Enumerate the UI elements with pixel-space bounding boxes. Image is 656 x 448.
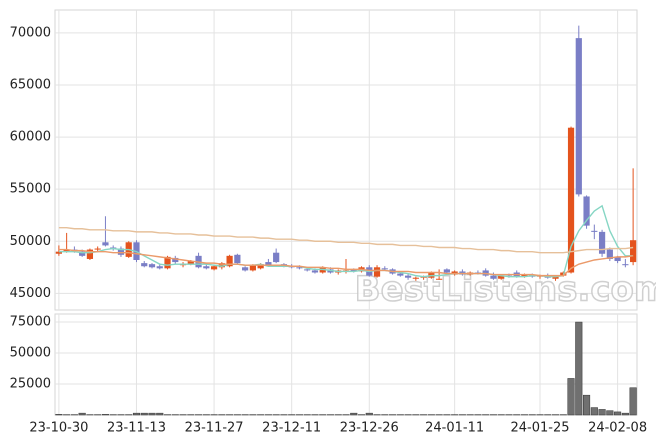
candle-body [304, 269, 310, 270]
y-tick-label: 45000 [10, 286, 51, 301]
candle-body [436, 279, 442, 280]
volume-bar [149, 413, 156, 415]
y-tick-label: 65000 [10, 78, 51, 93]
candle-body [576, 38, 582, 194]
volume-bar [141, 413, 148, 415]
candle-body [95, 249, 101, 250]
volume-bar [79, 413, 86, 415]
candle-body [211, 266, 217, 269]
moving-average-line [59, 228, 633, 253]
candle-body [273, 253, 279, 262]
candle-body [203, 266, 209, 268]
candle-body [413, 278, 419, 279]
x-tick-label: 23-11-13 [107, 421, 166, 436]
candle-body [374, 267, 380, 276]
candle-body [591, 231, 597, 232]
candle-body [242, 267, 248, 270]
candle-body [141, 263, 147, 266]
x-tick-label: 23-11-27 [185, 421, 244, 436]
candle-body [312, 270, 318, 272]
volume-bar [366, 413, 373, 415]
candle-body [444, 269, 450, 272]
y-tick-label: 55000 [10, 182, 51, 197]
volume-bar [630, 388, 637, 415]
volume-bar [591, 408, 598, 415]
volume-bar [350, 413, 357, 415]
candle-body [149, 264, 155, 267]
candle-body [250, 265, 256, 270]
candle-body [405, 276, 411, 278]
x-tick-label: 23-10-30 [29, 421, 88, 436]
volume-bar [607, 411, 614, 415]
y-tick-label: 50000 [10, 346, 51, 361]
volume-bar [576, 322, 583, 415]
y-tick-label: 25000 [10, 377, 51, 392]
volume-bar [583, 395, 590, 415]
y-tick-label: 50000 [10, 234, 51, 249]
candle-body [490, 276, 496, 279]
x-tick-label: 23-12-11 [262, 421, 321, 436]
y-tick-label: 75000 [10, 315, 51, 330]
candle-body [599, 232, 605, 254]
candle-body [622, 264, 628, 265]
candle-body [157, 266, 163, 268]
x-tick-label: 24-01-11 [425, 421, 484, 436]
volume-bar [102, 414, 109, 415]
candle-body [382, 268, 388, 269]
x-tick-label: 23-12-26 [340, 421, 399, 436]
volume-bar [56, 414, 63, 415]
candle-body [234, 255, 240, 263]
x-tick-label: 24-02-08 [588, 421, 647, 436]
x-tick-label: 24-01-25 [510, 421, 569, 436]
candle-body [397, 274, 403, 276]
y-tick-label: 60000 [10, 130, 51, 145]
volume-panel [55, 314, 637, 415]
candle-body [102, 242, 108, 245]
volume-bar [133, 413, 140, 415]
volume-bar [622, 413, 629, 415]
volume-bar [614, 412, 621, 415]
y-tick-label: 70000 [10, 25, 51, 40]
volume-bar [568, 378, 575, 415]
candle-body [630, 240, 636, 262]
volume-bar [599, 409, 606, 415]
volume-bar [156, 413, 163, 415]
